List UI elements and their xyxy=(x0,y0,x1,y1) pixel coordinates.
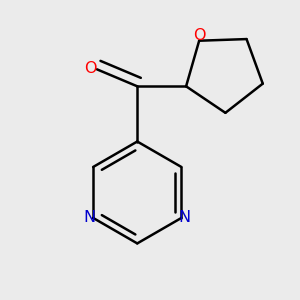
Text: O: O xyxy=(193,28,206,43)
Text: N: N xyxy=(179,210,191,225)
Text: N: N xyxy=(84,210,96,225)
Text: O: O xyxy=(84,61,96,76)
